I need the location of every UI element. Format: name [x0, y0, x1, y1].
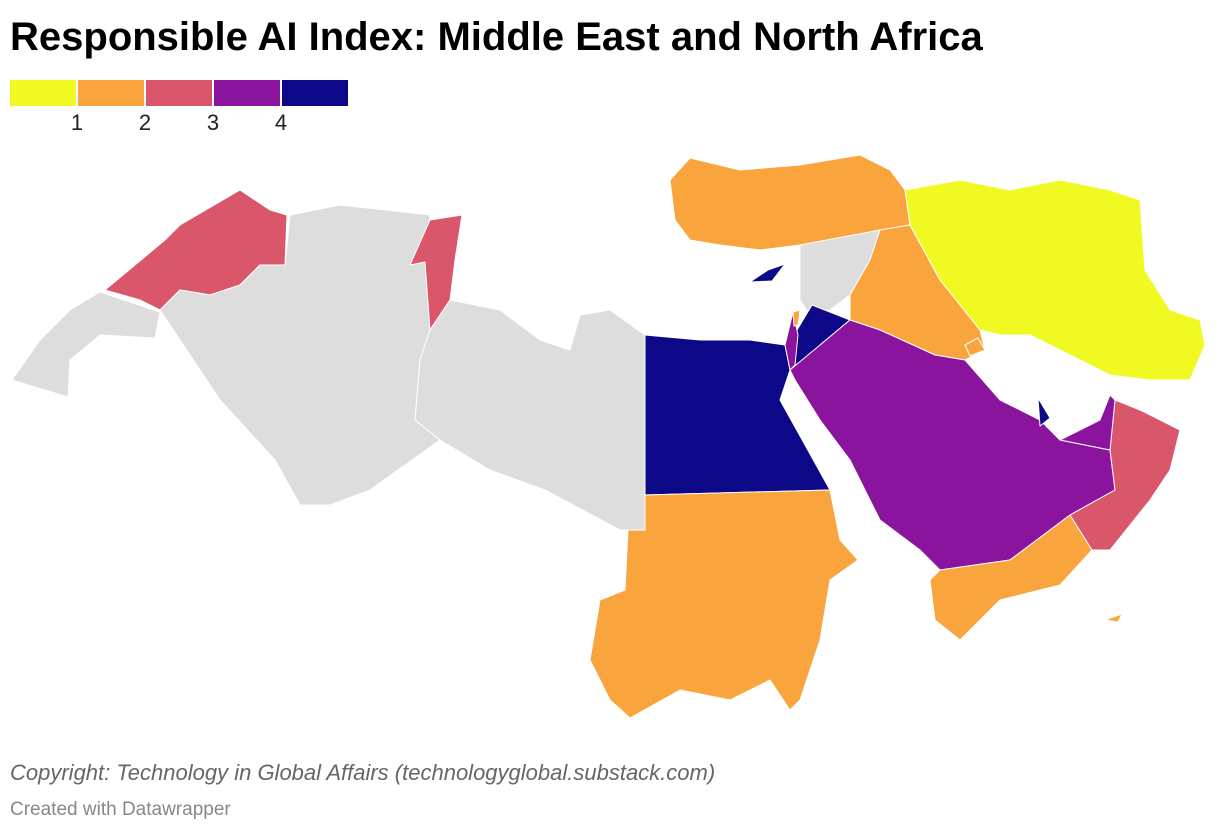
country [964, 337, 986, 357]
legend-swatch [78, 80, 144, 106]
country [589, 489, 859, 719]
country [792, 309, 801, 327]
legend-swatch [214, 80, 280, 106]
source: Copyright: Technology in Global Affairs … [10, 760, 715, 785]
country [1037, 397, 1051, 427]
country [1059, 394, 1116, 451]
legend-label: 3 [207, 110, 219, 135]
country [1104, 613, 1123, 623]
title: Responsible AI Index: Middle East and No… [10, 15, 983, 59]
credit: Created with Datawrapper [10, 799, 231, 820]
country [1069, 399, 1181, 551]
country [11, 291, 161, 398]
country [904, 179, 1206, 381]
legend-swatch [282, 80, 348, 106]
legend-label: 1 [71, 110, 83, 135]
country [414, 299, 646, 531]
country [929, 514, 1093, 641]
country [784, 311, 799, 371]
legend-label: 2 [139, 110, 151, 135]
map [11, 154, 1206, 719]
legend: 1 2 3 4 [10, 80, 348, 135]
legend-swatch [146, 80, 212, 106]
legend-label: 4 [275, 110, 287, 135]
country [749, 263, 786, 283]
legend-swatch [10, 80, 76, 106]
